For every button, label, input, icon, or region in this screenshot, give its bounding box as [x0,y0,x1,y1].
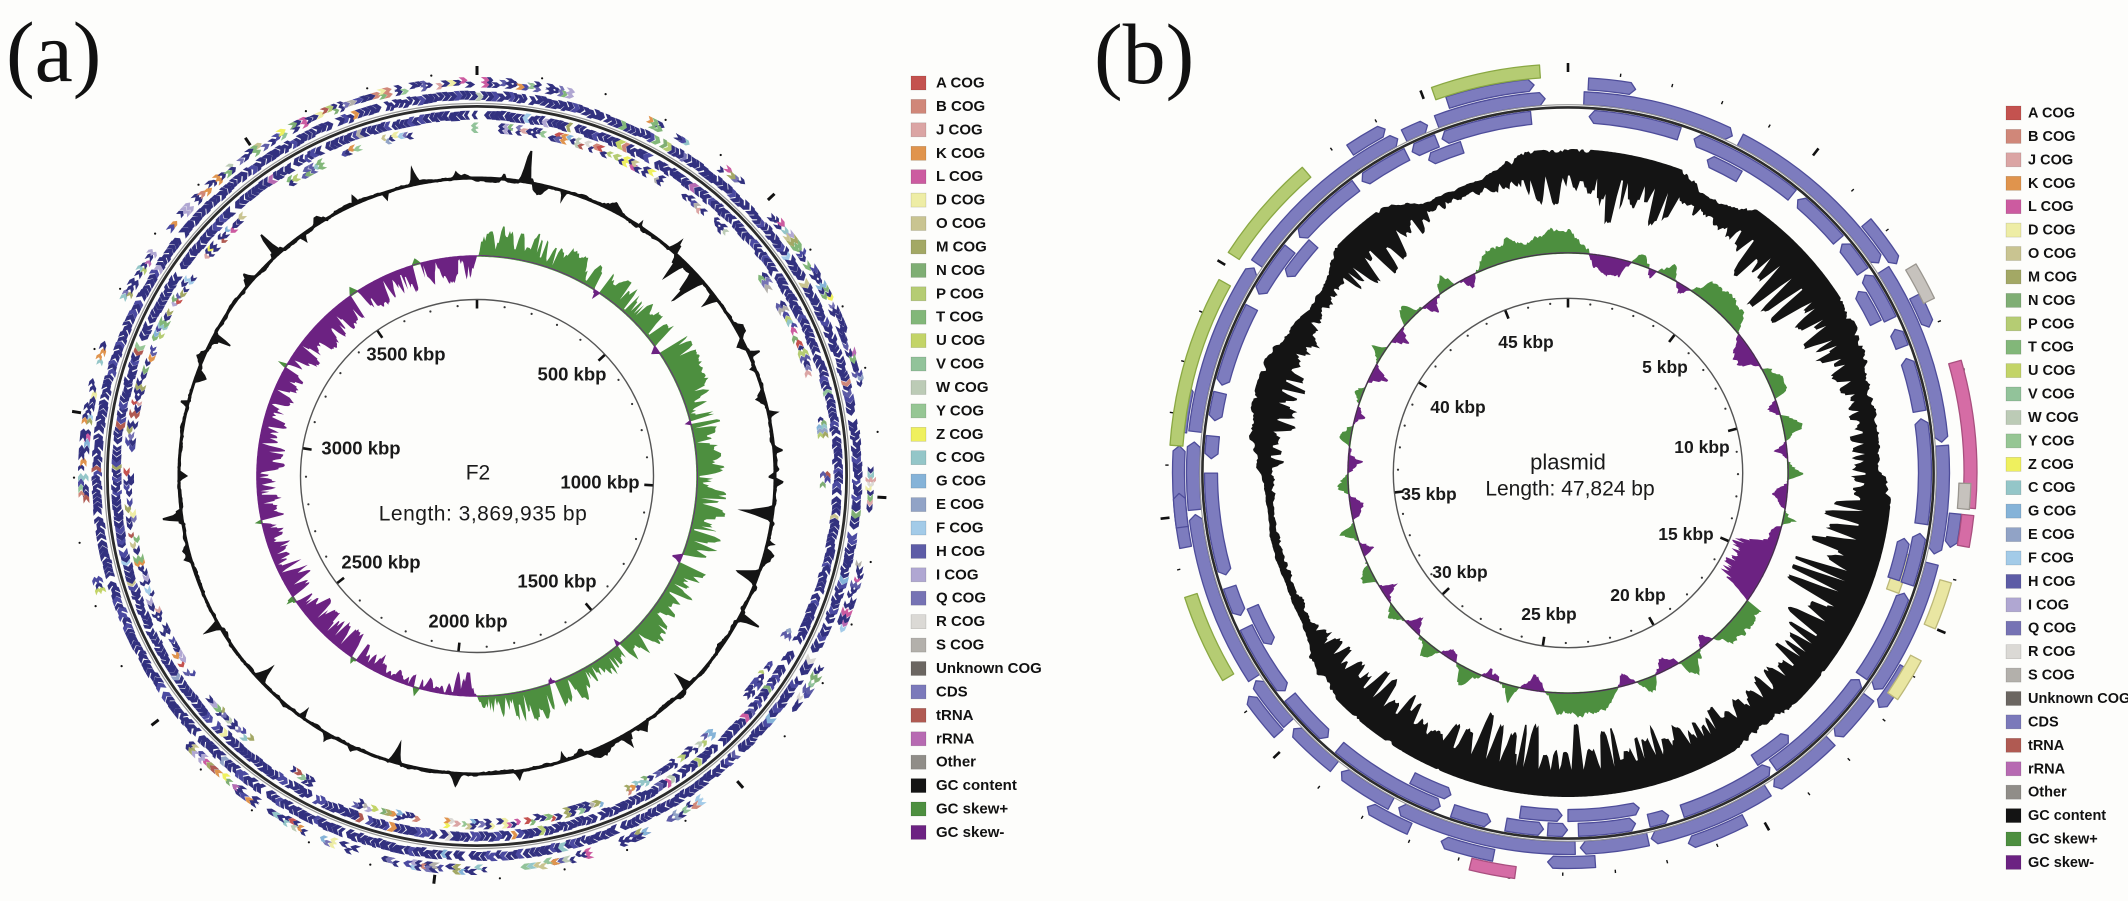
svg-text:J COG: J COG [2028,152,2073,168]
svg-text:C COG: C COG [936,449,985,466]
svg-text:2000 kbp: 2000 kbp [428,611,507,632]
svg-text:CDS: CDS [2028,714,2059,730]
svg-text:G COG: G COG [2028,504,2076,520]
svg-text:Z COG: Z COG [2028,457,2074,473]
svg-text:B COG: B COG [2028,129,2076,145]
svg-text:40 kbp: 40 kbp [1430,397,1485,417]
svg-text:45 kbp: 45 kbp [1498,332,1553,352]
svg-text:E COG: E COG [2028,527,2075,543]
svg-text:H COG: H COG [2028,574,2076,590]
svg-text:tRNA: tRNA [936,707,974,724]
svg-text:(b): (b) [1094,6,1194,102]
svg-text:N COG: N COG [2028,293,2076,309]
svg-text:GC skew+: GC skew+ [936,801,1008,818]
svg-text:5 kbp: 5 kbp [1642,357,1688,377]
svg-text:O COG: O COG [936,215,986,232]
svg-text:GC skew+: GC skew+ [2028,832,2098,848]
svg-text:B COG: B COG [936,98,985,115]
svg-text:Unknown COG: Unknown COG [936,660,1042,677]
svg-text:Other: Other [936,754,976,771]
svg-text:GC skew-: GC skew- [936,824,1004,841]
svg-text:W COG: W COG [2028,410,2079,426]
svg-text:F COG: F COG [2028,551,2074,567]
svg-text:U COG: U COG [2028,363,2076,379]
svg-text:P COG: P COG [936,285,984,302]
svg-text:Other: Other [2028,785,2067,801]
svg-text:T COG: T COG [2028,340,2074,356]
svg-text:rRNA: rRNA [2028,761,2066,777]
svg-text:GC skew-: GC skew- [2028,855,2094,871]
svg-text:N COG: N COG [936,262,985,279]
svg-text:plasmid: plasmid [1530,450,1606,475]
svg-text:F COG: F COG [936,520,984,537]
svg-text:G COG: G COG [936,473,986,490]
svg-text:D COG: D COG [2028,223,2076,239]
svg-text:R COG: R COG [936,613,985,630]
svg-text:C COG: C COG [2028,480,2076,496]
svg-text:R COG: R COG [2028,644,2076,660]
svg-text:3000 kbp: 3000 kbp [321,438,400,459]
svg-text:15 kbp: 15 kbp [1658,524,1713,544]
svg-text:V COG: V COG [936,356,984,373]
svg-text:Unknown COG: Unknown COG [2028,691,2128,707]
svg-text:10 kbp: 10 kbp [1674,437,1729,457]
svg-text:A COG: A COG [936,75,985,92]
svg-text:Y COG: Y COG [936,402,984,419]
svg-text:V COG: V COG [2028,387,2075,403]
svg-text:A COG: A COG [2028,106,2075,122]
svg-text:3500 kbp: 3500 kbp [366,344,445,365]
svg-text:H COG: H COG [936,543,985,560]
svg-text:L COG: L COG [936,168,983,185]
svg-text:Z COG: Z COG [936,426,984,443]
svg-text:(a): (a) [6,4,101,100]
svg-text:J COG: J COG [936,121,983,138]
svg-text:GC content: GC content [2028,808,2106,824]
svg-text:Y COG: Y COG [2028,433,2074,449]
svg-text:M COG: M COG [936,238,987,255]
svg-text:Length: 3,869,935 bp: Length: 3,869,935 bp [379,503,588,526]
svg-text:Q COG: Q COG [936,590,986,607]
svg-text:2500 kbp: 2500 kbp [341,552,420,573]
svg-text:CDS: CDS [936,683,968,700]
svg-text:U COG: U COG [936,332,985,349]
svg-text:P COG: P COG [2028,316,2074,332]
svg-text:20 kbp: 20 kbp [1610,585,1665,605]
svg-text:1500 kbp: 1500 kbp [517,571,596,592]
svg-text:500 kbp: 500 kbp [538,364,607,385]
svg-text:Length: 47,824 bp: Length: 47,824 bp [1485,478,1654,501]
svg-text:tRNA: tRNA [2028,738,2065,754]
svg-text:F2: F2 [466,462,491,485]
svg-text:35 kbp: 35 kbp [1401,484,1456,504]
svg-text:GC content: GC content [936,777,1017,794]
svg-text:30 kbp: 30 kbp [1432,562,1487,582]
svg-text:E COG: E COG [936,496,984,513]
svg-text:I COG: I COG [2028,597,2069,613]
svg-text:W COG: W COG [936,379,989,396]
svg-text:O COG: O COG [2028,246,2076,262]
svg-text:1000 kbp: 1000 kbp [560,472,639,493]
svg-text:S COG: S COG [2028,668,2075,684]
svg-text:D COG: D COG [936,192,985,209]
svg-text:Q COG: Q COG [2028,621,2076,637]
svg-text:I COG: I COG [936,566,979,583]
svg-text:rRNA: rRNA [936,730,975,747]
svg-text:M COG: M COG [2028,269,2077,285]
svg-text:T COG: T COG [936,309,984,326]
svg-text:S COG: S COG [936,637,984,654]
svg-text:25 kbp: 25 kbp [1521,604,1576,624]
svg-text:L COG: L COG [2028,199,2074,215]
svg-text:K COG: K COG [936,145,985,162]
svg-text:K COG: K COG [2028,176,2076,192]
